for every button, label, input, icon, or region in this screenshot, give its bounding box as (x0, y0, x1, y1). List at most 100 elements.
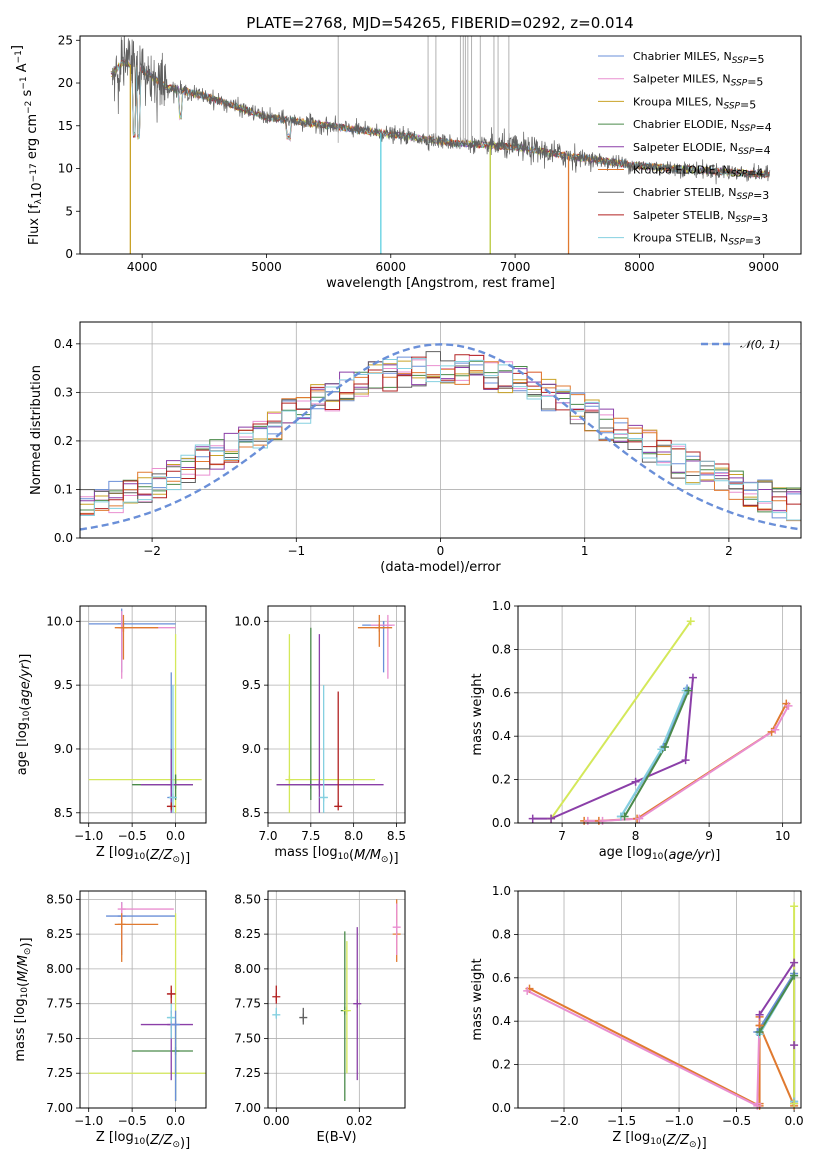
weight-series-line (526, 989, 761, 1108)
data-point-marker (168, 793, 177, 802)
y-axis-label: mass weight (470, 673, 485, 755)
weight-series-line (550, 620, 692, 820)
axes-frame (79, 890, 207, 1109)
weight-point-marker (771, 725, 780, 734)
x-tick-label: 0 (437, 544, 445, 558)
y-axis-label: mass weight (470, 958, 485, 1040)
x-tick-label: −2.0 (549, 1114, 578, 1128)
residual-histogram (80, 351, 801, 507)
data-point-marker (167, 802, 176, 811)
x-tick-label: −1.0 (74, 829, 103, 843)
y-tick-label: 8.50 (46, 892, 73, 906)
y-tick-label: 0.6 (492, 971, 511, 985)
plot-area (88, 608, 202, 813)
y-tick-label: 0.6 (492, 686, 511, 700)
x-tick-label: 5000 (251, 260, 282, 274)
y-tick-label: 7.50 (46, 1031, 73, 1045)
y-tick-label: 7.75 (234, 997, 261, 1011)
y-tick-label: 0.2 (492, 773, 511, 787)
legend-label: Salpeter STELIB, NSSP=3 (633, 209, 768, 225)
y-tick-label: 9.0 (54, 742, 73, 756)
x-tick-label: 8000 (624, 260, 655, 274)
weight-series-line (758, 975, 795, 1033)
weight-point-marker (661, 743, 670, 752)
x-axis-label: age [log10(age/yr)] (599, 845, 721, 863)
y-tick-label: 0.2 (492, 1058, 511, 1072)
weight-point-marker (620, 812, 629, 821)
x-tick-label: 7.0 (258, 829, 277, 843)
y-tick-label: 1.0 (492, 884, 511, 898)
x-axis-label: Z [log10(Z/Z⊙)] (612, 1130, 706, 1151)
data-point-marker (334, 802, 343, 811)
y-tick-label: 1.0 (492, 599, 511, 613)
legend-label: Chabrier STELIB, NSSP=3 (633, 186, 769, 202)
weight-series-line (620, 688, 688, 818)
panel-residuals: −2 −1 0 1 2 0.0 0.1 0.2 0.3 0.4 (data-model)/error… (29, 321, 802, 575)
panel-weight-vs-age: 7 8 9 10 0.0 0.2 0.4 0.6 0.8 1.0 age [log10(age/yr… (470, 599, 802, 863)
y-tick-label: 10 (58, 162, 73, 176)
x-axis-label: mass [log10(M/M⊙)] (274, 845, 398, 866)
x-tick-label: −1 (287, 544, 305, 558)
y-tick-label: 0.0 (492, 816, 511, 830)
data-point-marker (342, 1006, 351, 1015)
axes-frame (79, 35, 802, 255)
y-axis-label: Flux [fλ10−17 erg cm−2 s−1 A−1] (10, 45, 45, 245)
legend-label: Kroupa STELIB, NSSP=3 (633, 232, 761, 248)
x-tick-label: 1 (581, 544, 589, 558)
plot-area (88, 902, 206, 1102)
y-tick-label: 10.0 (234, 614, 261, 628)
observed-spectrum-line (111, 36, 771, 185)
weight-series-line (620, 690, 687, 818)
x-axis-label: wavelength [Angstrom, rest frame] (326, 276, 555, 291)
weight-point-marker (583, 816, 592, 825)
data-point-marker (119, 623, 128, 632)
plot-area (80, 343, 801, 531)
legend-label: Kroupa MILES, NSSP=5 (633, 95, 756, 111)
y-tick-label: 5 (65, 204, 73, 218)
weight-point-marker (681, 756, 690, 765)
axes-frame (267, 605, 406, 824)
weight-series-line (756, 969, 796, 1102)
x-tick-label: 0.0 (166, 1114, 185, 1128)
weight-point-marker (790, 958, 799, 967)
weight-point-marker (790, 1041, 799, 1050)
data-point-marker (167, 989, 176, 998)
y-tick-label: 0.2 (54, 434, 73, 448)
y-tick-label: 0.0 (54, 531, 73, 545)
panel-age-vs-Z: −1.0 −0.5 0.0 8.5 9.0 9.5 10.0 Z [log10(Z/Z⊙)] a… (15, 605, 207, 866)
data-point-marker (272, 992, 281, 1001)
weight-point-marker (753, 1099, 762, 1108)
data-point-marker (353, 999, 362, 1008)
legend-label: Chabrier ELODIE, NSSP=4 (633, 118, 772, 134)
data-point-marker (167, 1013, 176, 1022)
legend-label: 𝒩(0, 1) (740, 338, 780, 351)
y-tick-label: 8.25 (46, 927, 73, 941)
y-tick-label: 0.4 (54, 337, 73, 351)
y-tick-label: 9.5 (54, 678, 73, 692)
data-point-marker (171, 1020, 180, 1029)
panel-weight-vs-Z: −2.0 −1.5 −1.0 −0.5 0.0 0.0 0.2 0.4 0.6 0.8 1.0 Z [… (470, 884, 804, 1151)
x-tick-label: −1.0 (74, 1114, 103, 1128)
y-tick-label: 8.00 (46, 962, 73, 976)
weight-point-marker (528, 814, 537, 823)
gaussian-curve (80, 343, 799, 531)
weight-point-marker (598, 816, 607, 825)
y-tick-label: 0.3 (54, 385, 73, 399)
x-tick-label: −0.5 (118, 1114, 147, 1128)
legend-label: Salpeter MILES, NSSP=5 (633, 73, 763, 89)
y-tick-label: 8.50 (234, 892, 261, 906)
data-point-marker (117, 905, 126, 914)
data-point-marker (272, 1010, 281, 1019)
residual-histogram (80, 358, 801, 521)
x-tick-label: 10 (775, 829, 790, 843)
axes-frame (79, 605, 207, 824)
x-tick-label: −2 (143, 544, 161, 558)
panel-mass-vs-Z: −1.0 −0.5 0.0 7.00 7.25 7.50 7.75 8.00 8.25 8.50 Z… (13, 890, 207, 1151)
y-tick-label: 8.25 (234, 927, 261, 941)
data-point-marker (117, 920, 126, 929)
x-tick-label: 8 (632, 829, 640, 843)
x-tick-label: 2 (725, 544, 733, 558)
axes-frame (517, 605, 802, 824)
plot-area (526, 906, 796, 1108)
weight-point-marker (755, 1028, 764, 1037)
